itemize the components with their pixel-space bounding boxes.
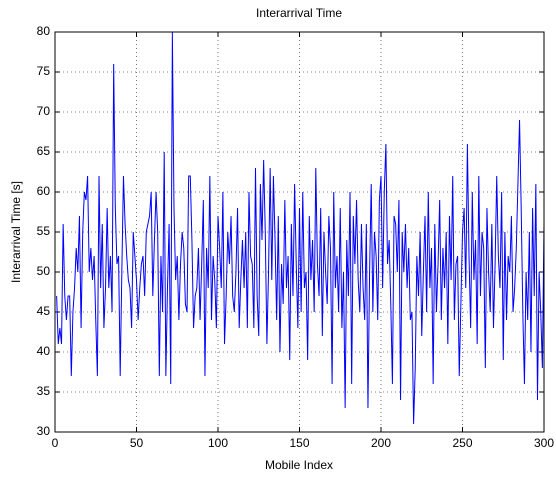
x-tick-label: 0: [52, 436, 59, 450]
y-tick-label: 50: [37, 264, 51, 278]
x-tick-label: 100: [208, 436, 228, 450]
x-tick-label: 300: [534, 436, 554, 450]
y-tick-label: 55: [37, 224, 51, 238]
y-tick-label: 60: [37, 184, 51, 198]
chart-title: Interarrival Time: [256, 6, 342, 20]
y-tick-label: 45: [37, 304, 51, 318]
x-tick-label: 50: [130, 436, 144, 450]
x-tick-label: 250: [452, 436, 472, 450]
x-tick-label: 200: [371, 436, 391, 450]
y-tick-label: 70: [37, 104, 51, 118]
y-tick-label: 40: [37, 344, 51, 358]
y-tick-label: 80: [37, 24, 51, 38]
plot-frame: [54, 31, 545, 433]
y-tick-label: 35: [37, 384, 51, 398]
y-tick-label: 30: [37, 424, 51, 438]
x-tick-label: 150: [289, 436, 309, 450]
x-axis-label: Mobile Index: [265, 458, 333, 472]
data-line: [56, 31, 545, 425]
y-axis-label: Interarrival Time [s]: [9, 181, 23, 283]
y-tick-label: 65: [37, 144, 51, 158]
y-tick-label: 75: [37, 64, 51, 78]
